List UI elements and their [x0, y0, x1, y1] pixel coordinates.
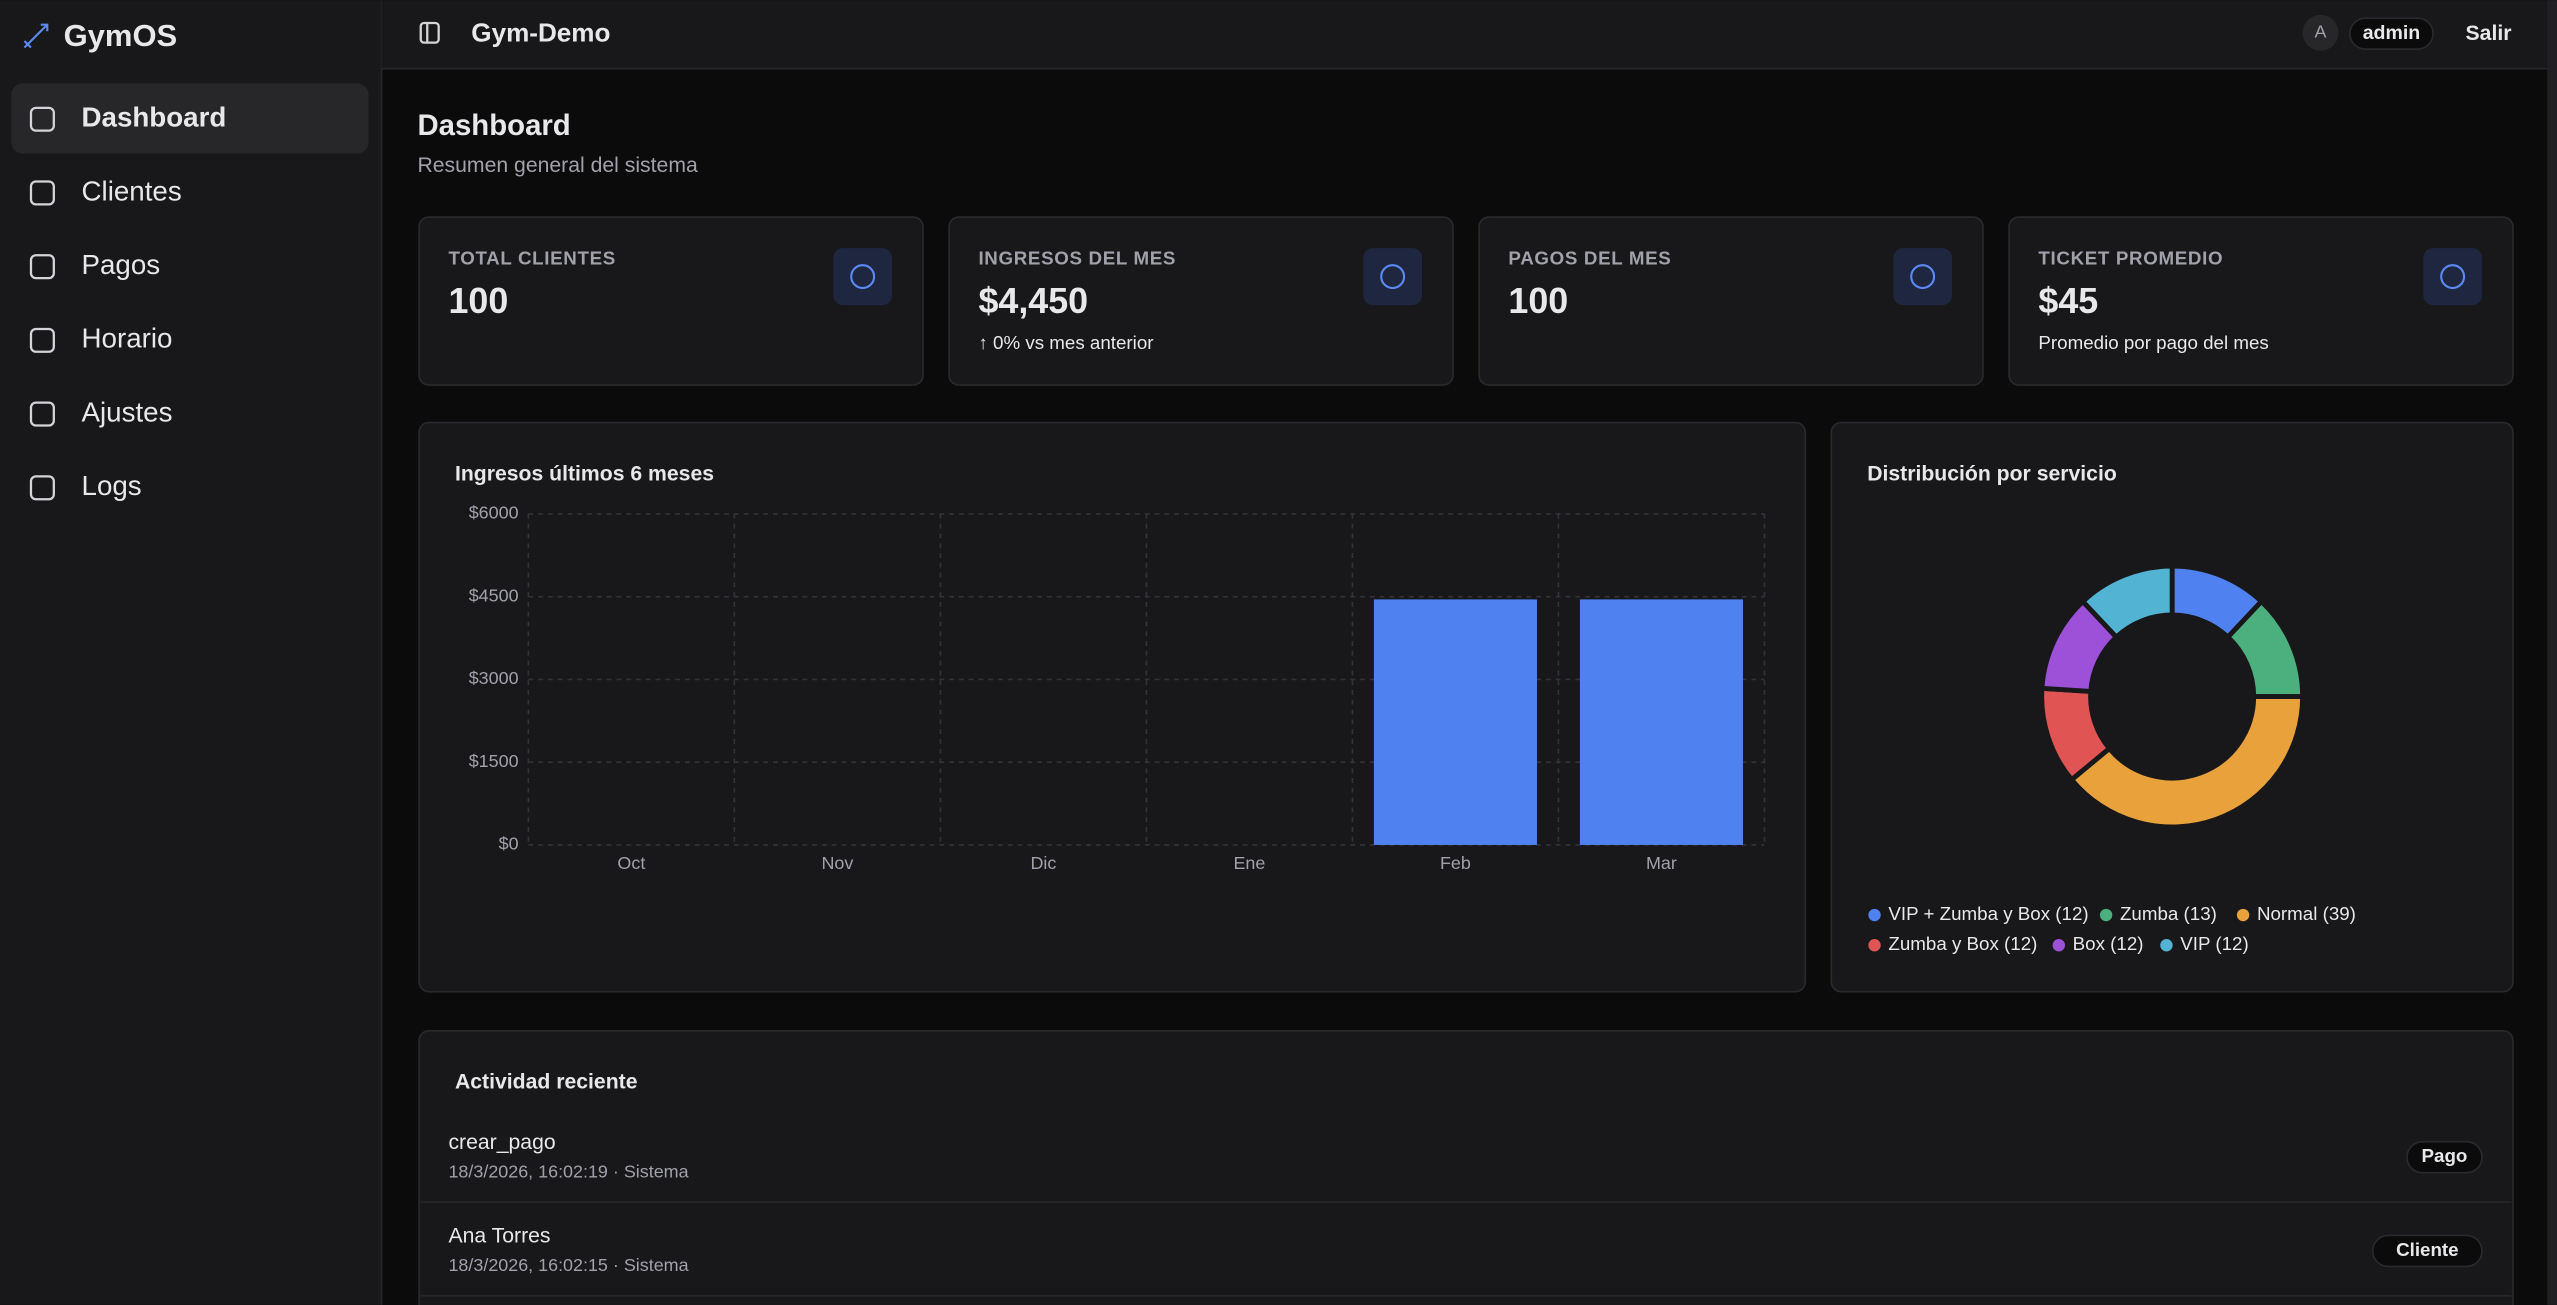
nav-icon: [29, 106, 55, 132]
activity-tag-pill: [2371, 1234, 2483, 1268]
avatar[interactable]: [2302, 14, 2339, 51]
user-pill[interactable]: [2349, 17, 2434, 50]
stat-value: $4,450: [978, 281, 1088, 321]
stat-value: $45: [2038, 281, 2098, 321]
stat-note: ↑ 0% vs mes anterior: [978, 332, 1153, 353]
activity-title: Actividad reciente: [455, 1071, 638, 1094]
logout[interactable]: Salir: [2466, 22, 2512, 45]
nav-icon: [29, 475, 55, 501]
stats: TOTAL CLIENTES 100 INGRESOS DEL MES $4,450 ↑…: [418, 216, 2514, 386]
activity: crear_pago 18/3/2026, 16:02:19 · Sistema P…: [420, 1131, 2512, 1297]
stat-card: [1478, 216, 1984, 386]
stat-note: Promedio por pago del mes: [2038, 332, 2268, 353]
activity-meta: 18/3/2026, 16:02:19 · Sistema: [448, 1161, 688, 1181]
stat-icon-box: [2423, 248, 2482, 306]
activity-title: crear_pago: [448, 1131, 555, 1154]
x-tick-label: Mar: [1646, 853, 1677, 873]
pie-title: Distribución por servicio: [1867, 462, 2117, 485]
activity-meta: 18/3/2026, 16:02:15 · Sistema: [448, 1255, 688, 1275]
stat-label: INGRESOS DEL MES: [978, 247, 1176, 268]
nav-item[interactable]: Logs: [82, 470, 142, 501]
sidebar: [0, 0, 382, 1305]
slice: [2079, 563, 2175, 641]
activity-card: [418, 1030, 2514, 1305]
legend-label: Box (12): [2073, 933, 2144, 954]
bar: [1373, 599, 1537, 845]
stat-label: TICKET PROMEDIO: [2038, 247, 2223, 268]
stat-card: [948, 216, 1454, 386]
stat-value: 100: [448, 281, 508, 321]
pie-card: [1830, 421, 2514, 993]
stat-label: TOTAL CLIENTES: [448, 247, 615, 268]
nav-item[interactable]: Horario: [82, 323, 173, 354]
bar-card: [418, 421, 1807, 993]
page-title: Dashboard: [417, 109, 570, 142]
y-tick-label: $3000: [469, 668, 519, 688]
legend-label: VIP (12): [2180, 933, 2248, 954]
legend-label: Normal (39): [2257, 903, 2356, 924]
nav-icon: [29, 254, 55, 280]
avatar-letter: A: [2315, 22, 2327, 42]
legend-label: VIP + Zumba y Box (12): [1888, 903, 2088, 924]
nav-icon: [29, 327, 55, 353]
nav: Dashboard Clientes Pagos Horario Ajustes Logs: [29, 102, 227, 501]
pie-chart: VIP + Zumba y Box (12) Zumba (13) Normal (…: [1868, 563, 2356, 954]
nav-item[interactable]: Ajustes: [82, 396, 173, 427]
user: admin: [2363, 22, 2421, 44]
activity-tag: Cliente: [2396, 1239, 2459, 1260]
stat-icon-box: [1893, 248, 1952, 306]
stat-icon: [850, 264, 876, 290]
x-tick-label: Oct: [617, 853, 645, 873]
x-tick-label: Ene: [1233, 853, 1265, 873]
legend-swatch: [1868, 939, 1881, 952]
legend-swatch: [2236, 908, 2250, 922]
activity-tag-pill: [2406, 1140, 2483, 1174]
stat-icon: [1910, 264, 1936, 290]
bar: [1579, 599, 1743, 845]
activity-title: Ana Torres: [448, 1225, 550, 1248]
stat-value: 100: [1508, 281, 1568, 321]
brand-icon: [23, 23, 49, 49]
page-subtitle: Resumen general del sistema: [417, 154, 698, 177]
nav-active: [11, 83, 369, 154]
bar-title: Ingresos últimos 6 meses: [455, 462, 714, 485]
nav-item[interactable]: Pagos: [82, 249, 161, 280]
stat-label: PAGOS DEL MES: [1508, 247, 1671, 268]
stat-icon-box: [1363, 248, 1423, 306]
stat-icon: [1380, 264, 1406, 290]
nav-icon: [29, 401, 55, 427]
nav-item[interactable]: Dashboard: [82, 102, 227, 133]
bar-chart: $0 $1500 $3000 $4500 $6000 Oct Nov Dic Ene Feb Mar: [469, 503, 1766, 873]
x-tick-label: Feb: [1440, 853, 1471, 873]
legend-label: Zumba y Box (12): [1888, 933, 2037, 954]
stat-card: [2008, 216, 2514, 386]
header: [381, 0, 2557, 69]
workspace: Gym-Demo: [471, 17, 610, 47]
legend-swatch: [1868, 908, 1881, 922]
x-tick-label: Nov: [821, 853, 853, 873]
y-tick-label: $6000: [469, 503, 519, 523]
legend-swatch: [2099, 908, 2113, 922]
x-tick-label: Dic: [1030, 853, 1056, 873]
legend-swatch: [2160, 939, 2173, 952]
legend-label: Zumba (13): [2120, 903, 2217, 924]
nav-item[interactable]: Clientes: [82, 175, 182, 206]
y-tick-label: $1500: [469, 751, 519, 771]
legend-swatch: [2052, 939, 2066, 952]
stat-icon: [2440, 264, 2466, 290]
stat-card: [418, 216, 924, 386]
sidebar-toggle[interactable]: [419, 21, 440, 44]
brand: GymOS: [64, 18, 178, 53]
nav-icon: [29, 180, 55, 206]
slice: [2068, 694, 2306, 830]
y-tick-label: $0: [499, 834, 519, 854]
activity-tag: Pago: [2422, 1145, 2468, 1166]
y-tick-label: $4500: [469, 585, 519, 605]
stat-icon-box: [833, 248, 893, 306]
scrollbar: [2547, 0, 2557, 1305]
